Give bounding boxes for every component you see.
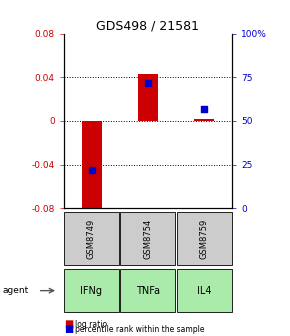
Text: ■: ■ (64, 324, 73, 334)
Bar (194, 119, 214, 121)
Point (146, 80, 150, 85)
Bar (138, 74, 158, 121)
Point (90, 167, 94, 173)
Point (202, 106, 206, 112)
Text: IFNg: IFNg (80, 286, 102, 296)
Text: log ratio: log ratio (75, 320, 108, 329)
Text: TNFa: TNFa (136, 286, 160, 296)
Text: IL4: IL4 (197, 286, 212, 296)
Text: GSM8749: GSM8749 (87, 218, 96, 259)
Bar (82, 121, 102, 214)
Text: GSM8759: GSM8759 (200, 218, 209, 259)
Text: ■: ■ (64, 319, 73, 329)
Text: agent: agent (3, 286, 29, 295)
Text: GSM8754: GSM8754 (143, 218, 153, 259)
Title: GDS498 / 21581: GDS498 / 21581 (96, 19, 200, 33)
Text: percentile rank within the sample: percentile rank within the sample (75, 325, 205, 334)
